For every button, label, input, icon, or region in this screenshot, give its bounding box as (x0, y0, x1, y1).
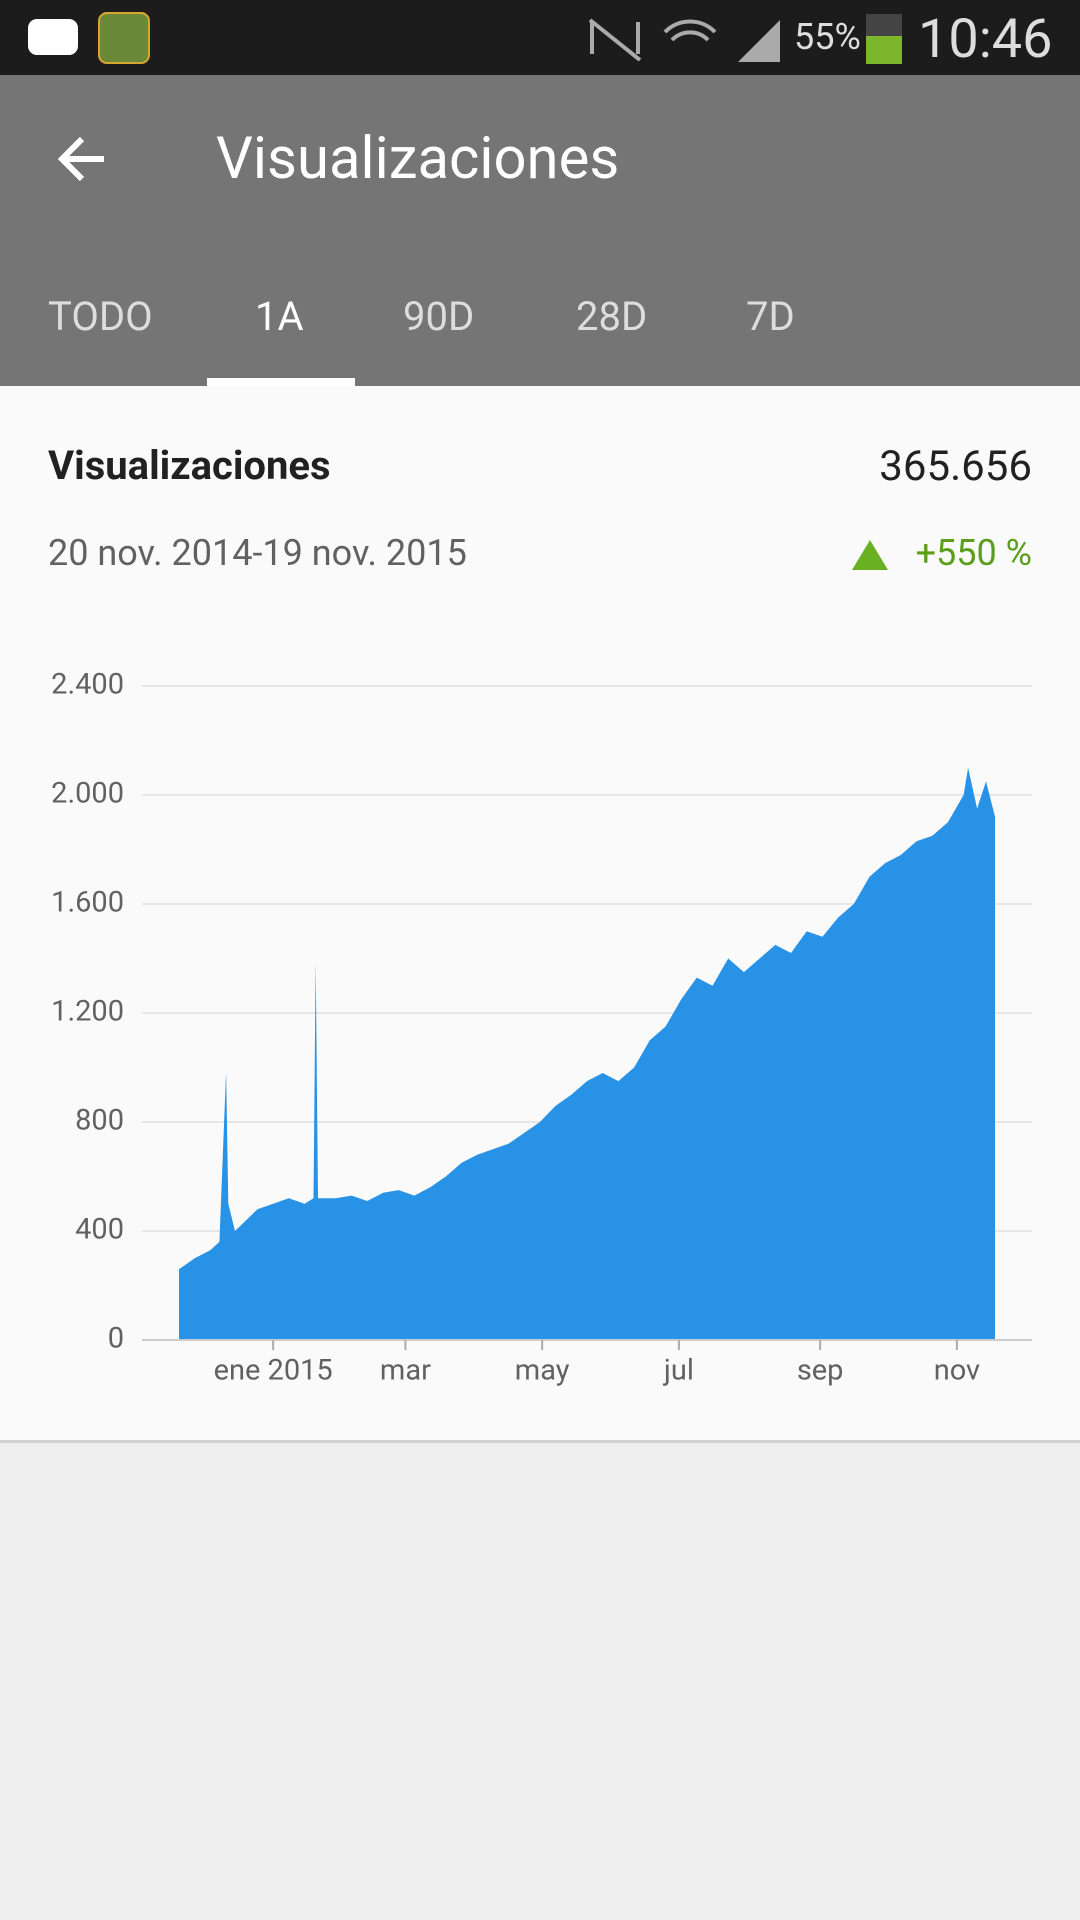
period: 20 nov. 2014-19 nov. 2015 (48, 532, 467, 574)
y-tick-label: 400 (75, 1213, 124, 1247)
tab[interactable]: 90D (403, 293, 475, 340)
y-tick-label: 0 (108, 1322, 124, 1356)
battery-icon (866, 14, 902, 64)
change: +550 % (915, 532, 1032, 574)
status-icons (588, 18, 780, 62)
tab-indicator (207, 378, 355, 386)
app-title: Visualizaciones (216, 125, 620, 193)
y-tick-label: 1.200 (51, 995, 124, 1029)
clock: 10:46 (918, 8, 1053, 71)
app-bar: Visualizaciones TODO 1A 90D 28D 7D (0, 75, 1080, 386)
tab[interactable]: 28D (576, 293, 648, 340)
x-tick-label: nov (934, 1354, 980, 1388)
y-tick-label: 2.000 (51, 777, 124, 811)
x-tick-label: jul (663, 1354, 694, 1388)
y-tick-label: 2.400 (51, 668, 124, 702)
status-bar: 55% 10:46 (0, 0, 1080, 75)
chart: 0 400 800 1.200 1.600 2.000 2.400 ene 2015 mar ma… (51, 668, 1032, 1388)
youtube-icon (28, 19, 78, 55)
tab[interactable]: TODO (48, 293, 153, 340)
metric-total: 365.656 (879, 442, 1032, 491)
x-tick-label: ene 2015 (214, 1354, 333, 1388)
battery-text: 55% (794, 16, 861, 58)
x-tick-label: sep (797, 1354, 844, 1388)
back-button[interactable] (54, 131, 110, 187)
x-tick-label: mar (380, 1354, 431, 1388)
game-icon (98, 12, 150, 64)
y-tick-label: 1.600 (51, 886, 124, 920)
y-tick-label: 800 (75, 1104, 124, 1138)
metric-name: Visualizaciones (48, 442, 331, 489)
x-tick-label: may (515, 1354, 570, 1388)
area (179, 767, 995, 1340)
tab[interactable]: 7D (746, 293, 795, 340)
up-arrow (852, 540, 888, 570)
tab[interactable]: 1A (255, 293, 304, 340)
